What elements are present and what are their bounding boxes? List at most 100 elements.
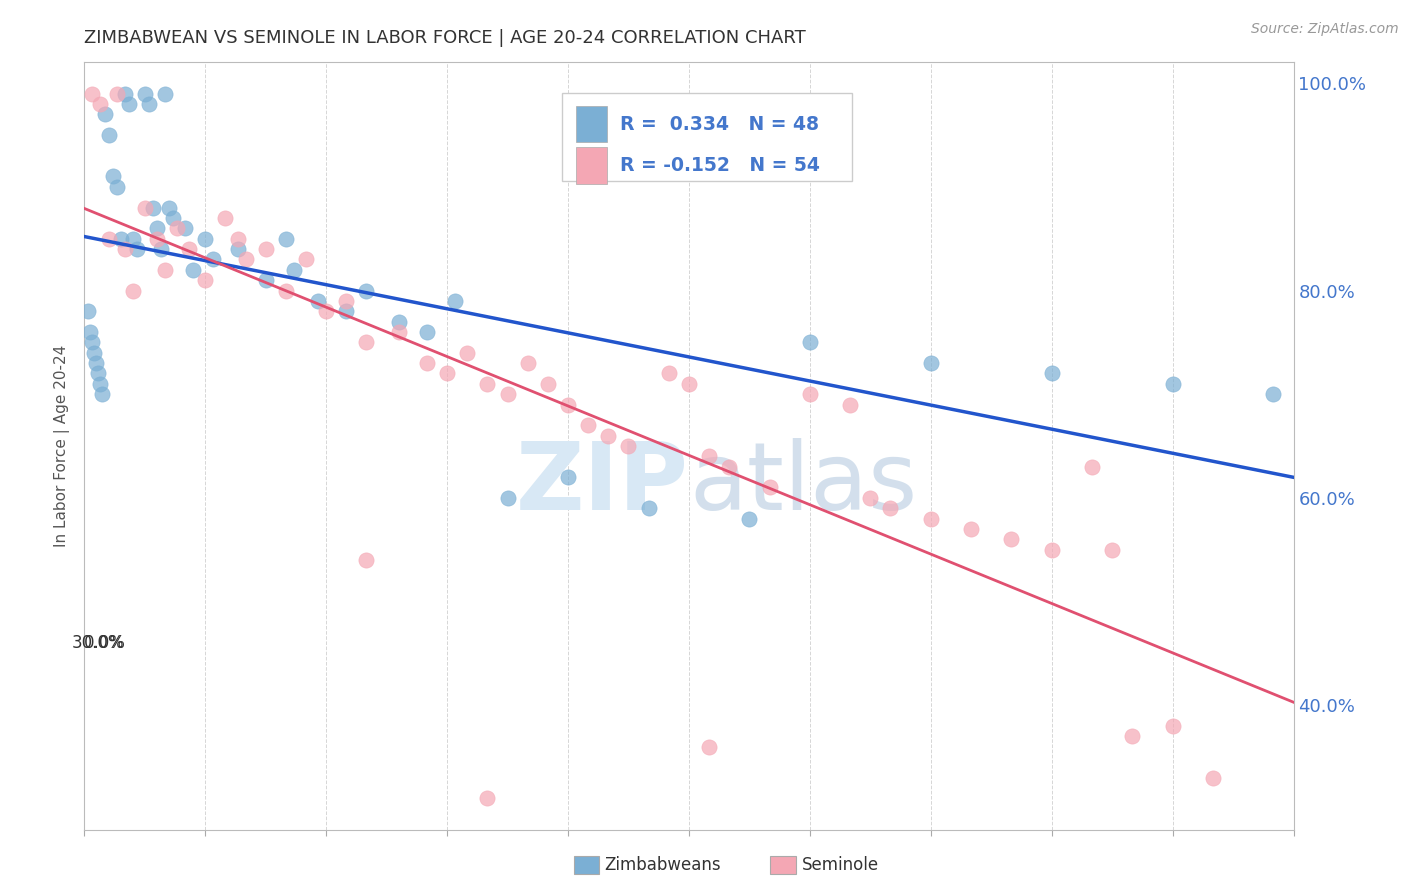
Point (799, 387, 821, 401)
Point (110, 232, 132, 246)
Point (839, 398, 862, 412)
Point (598, 428, 620, 442)
Point (1101, 542, 1123, 557)
Point (697, 739, 720, 754)
Point (1000, 533, 1022, 547)
Point (416, 356, 439, 370)
Point (436, 367, 458, 381)
Point (718, 459, 741, 474)
Text: atlas: atlas (689, 438, 917, 531)
Point (77, 304, 100, 318)
Point (496, 387, 519, 401)
Point (960, 522, 983, 536)
Point (658, 367, 681, 381)
Point (82, 335, 104, 350)
Point (121, 232, 143, 246)
Point (89, 96, 111, 111)
Point (138, 96, 160, 111)
Point (174, 221, 197, 235)
Point (920, 511, 942, 525)
Point (179, 242, 201, 256)
Text: ZIP: ZIP (516, 438, 689, 531)
Text: Zimbabweans: Zimbabweans (605, 856, 721, 874)
Point (105, 87, 128, 101)
Point (920, 356, 942, 370)
Point (118, 96, 141, 111)
Point (274, 284, 297, 298)
Point (356, 553, 378, 567)
Point (738, 511, 761, 525)
Point (87, 367, 110, 381)
Point (879, 501, 901, 516)
Point (678, 376, 700, 391)
Point (557, 470, 579, 484)
Point (89, 376, 111, 391)
Point (97, 128, 120, 142)
Bar (770, 856, 796, 874)
Point (254, 273, 277, 287)
Point (274, 232, 297, 246)
Point (134, 87, 156, 101)
Point (1161, 719, 1184, 733)
Point (388, 325, 411, 339)
Point (477, 791, 499, 805)
Point (83, 345, 105, 359)
Point (444, 293, 467, 308)
Point (859, 491, 882, 505)
Point (356, 335, 378, 350)
Point (1263, 387, 1285, 401)
Point (114, 242, 136, 256)
Point (114, 87, 136, 101)
Point (162, 211, 184, 225)
Point (93, 107, 115, 121)
Text: 30.0%: 30.0% (72, 634, 125, 652)
Point (295, 252, 318, 267)
Point (496, 491, 519, 505)
Point (202, 252, 225, 267)
Point (799, 335, 821, 350)
Text: ZIMBABWEAN VS SEMINOLE IN LABOR FORCE | AGE 20-24 CORRELATION CHART: ZIMBABWEAN VS SEMINOLE IN LABOR FORCE | … (84, 29, 806, 47)
Point (697, 450, 720, 464)
Text: Seminole: Seminole (801, 856, 879, 874)
Point (335, 293, 357, 308)
Point (758, 480, 780, 494)
Point (1161, 376, 1184, 391)
Point (181, 262, 204, 277)
Point (194, 273, 217, 287)
Point (226, 232, 249, 246)
Point (125, 242, 148, 256)
Point (235, 252, 257, 267)
Point (121, 284, 143, 298)
Point (101, 169, 124, 184)
Point (142, 201, 165, 215)
Y-axis label: In Labor Force | Age 20-24: In Labor Force | Age 20-24 (55, 345, 70, 547)
Point (153, 87, 176, 101)
Point (214, 211, 236, 225)
Point (105, 179, 128, 194)
Point (86, 356, 108, 370)
Point (194, 232, 217, 246)
Bar (576, 147, 607, 184)
Point (91, 387, 114, 401)
Point (307, 293, 329, 308)
Point (254, 242, 277, 256)
Point (388, 315, 411, 329)
Text: Source: ZipAtlas.com: Source: ZipAtlas.com (1251, 22, 1399, 37)
Point (134, 201, 156, 215)
Point (226, 242, 249, 256)
Point (416, 325, 439, 339)
Point (149, 242, 172, 256)
Point (335, 304, 357, 318)
Point (456, 345, 478, 359)
Point (557, 398, 579, 412)
Point (97, 232, 120, 246)
Point (166, 221, 188, 235)
Point (356, 284, 378, 298)
Point (1040, 542, 1063, 557)
Point (1040, 367, 1063, 381)
Bar (574, 856, 599, 874)
Point (617, 439, 640, 453)
Point (1121, 729, 1143, 743)
Point (477, 376, 499, 391)
Point (637, 501, 659, 516)
